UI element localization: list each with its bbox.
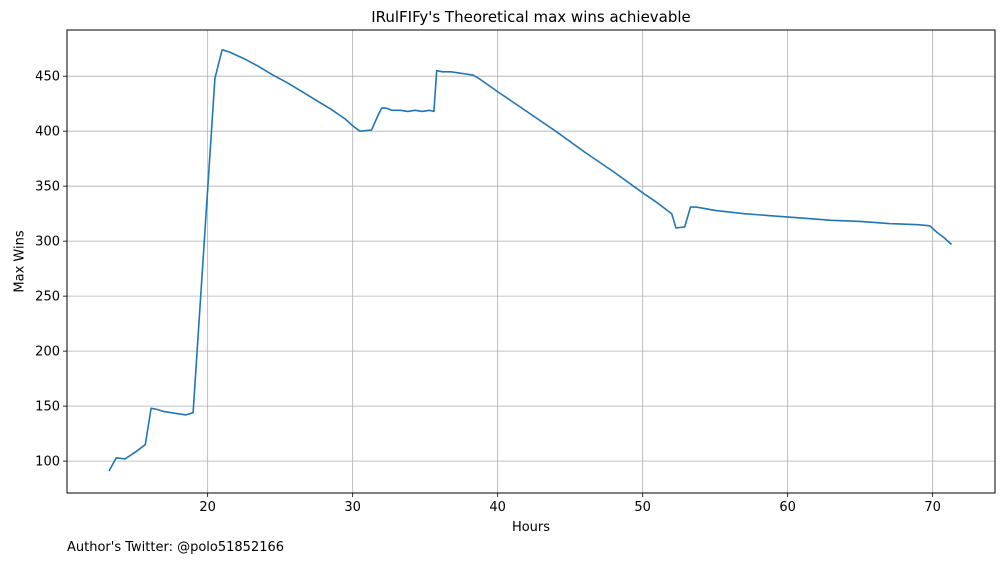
y-tick-label: 300 — [35, 235, 60, 250]
x-tick-label: 70 — [924, 500, 941, 515]
axis-ticks: 20 30 40 50 60 70 100 150 200 250 300 350 400 450 — [35, 70, 941, 515]
y-tick-label: 250 — [35, 290, 60, 305]
y-tick-label: 150 — [35, 400, 60, 415]
series-line-max-wins — [108, 49, 953, 472]
grid-lines — [67, 30, 995, 493]
y-tick-label: 100 — [35, 455, 60, 470]
x-tick-label: 50 — [634, 500, 651, 515]
x-axis-label: Hours — [512, 520, 550, 535]
y-tick-label: 400 — [35, 125, 60, 140]
x-tick-label: 20 — [199, 500, 216, 515]
chart-title: IRulFIFy's Theoretical max wins achievab… — [371, 8, 691, 26]
y-tick-label: 450 — [35, 70, 60, 85]
y-axis-label: Max Wins — [13, 230, 28, 292]
x-tick-label: 60 — [779, 500, 796, 515]
y-tick-label: 200 — [35, 345, 60, 360]
x-tick-label: 30 — [344, 500, 361, 515]
x-tick-label: 40 — [489, 500, 506, 515]
y-tick-label: 350 — [35, 180, 60, 195]
author-footnote: Author's Twitter: @polo51852166 — [67, 540, 284, 555]
plot-frame — [66, 29, 996, 494]
